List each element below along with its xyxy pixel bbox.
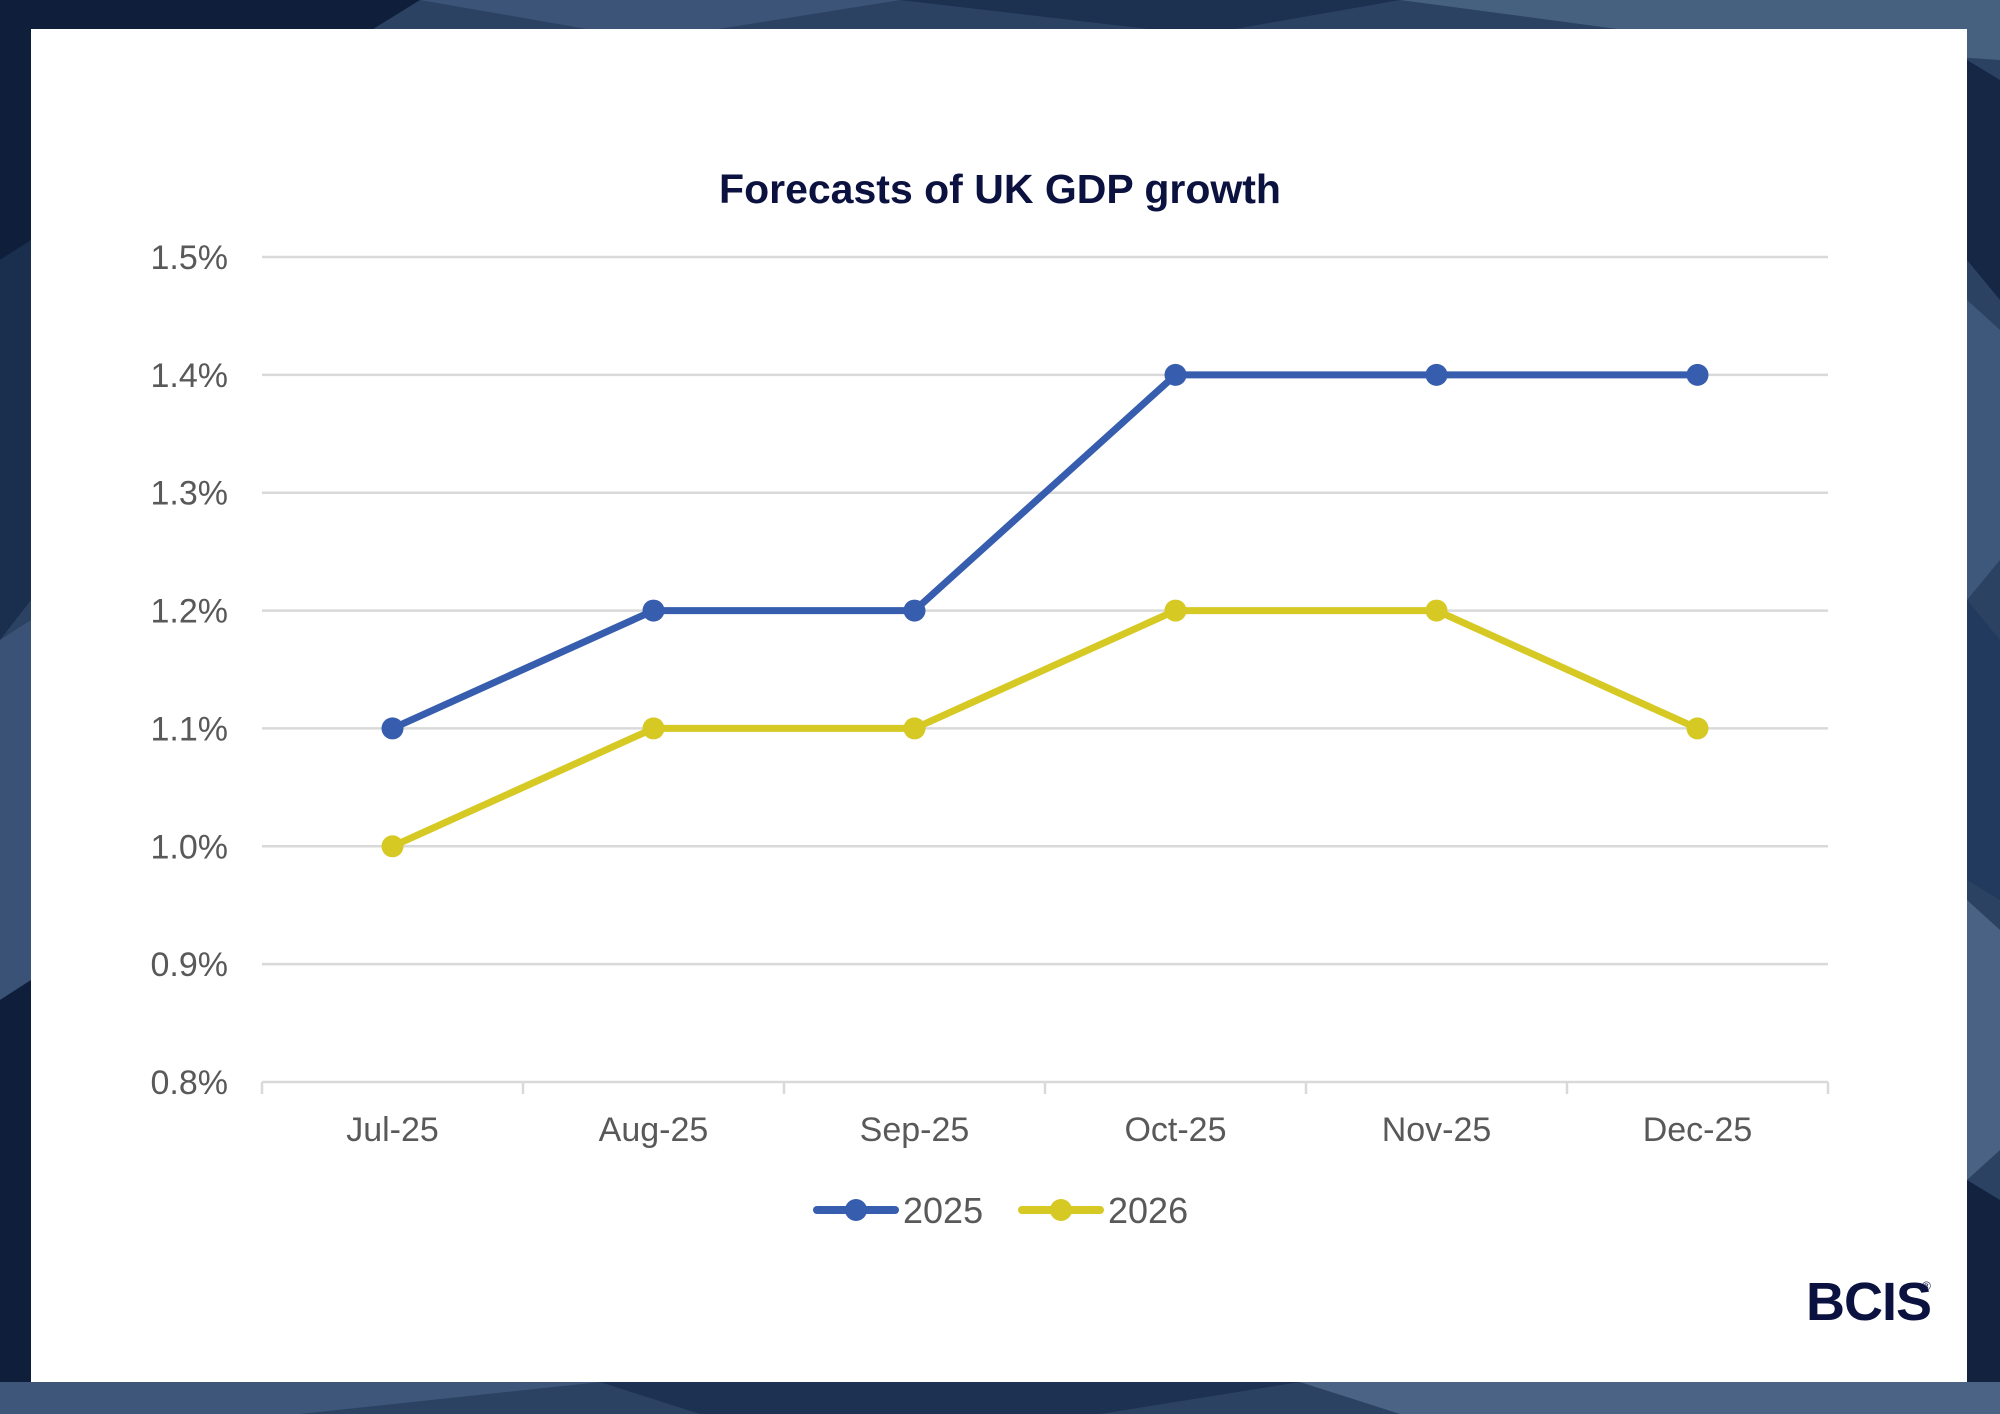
y-tick-label: 1.3% [151, 475, 229, 513]
x-tick-label: Sep-25 [860, 1111, 970, 1149]
data-point-2026-Oct-25 [1164, 599, 1187, 622]
y-tick-label: 0.9% [151, 946, 229, 984]
series-2026 [381, 599, 1709, 858]
y-tick-label: 1.4% [151, 357, 229, 395]
data-point-2025-Oct-25 [1164, 363, 1187, 386]
legend-label-2026: 2026 [1108, 1190, 1188, 1231]
legend: 2025 2026 [813, 1190, 1188, 1231]
data-point-2026-Jul-25 [381, 835, 404, 858]
chart-title: Forecasts of UK GDP growth [719, 166, 1281, 212]
legend-label-2025: 2025 [903, 1190, 983, 1231]
data-point-2025-Sep-25 [903, 599, 926, 622]
series-line-2025 [389, 371, 1701, 732]
x-tick-label: Oct-25 [1124, 1111, 1226, 1149]
x-tick-label: Jul-25 [346, 1111, 439, 1149]
x-axis [260, 1080, 1830, 1094]
data-point-2026-Nov-25 [1425, 599, 1448, 622]
x-axis-tick-labels: Jul-25 Aug-25 Sep-25 Oct-25 Nov-25 Dec-25 [346, 1111, 1752, 1149]
y-axis-tick-labels: 0.8% 0.9% 1.0% 1.1% 1.2% 1.3% 1.4% 1.5% [151, 239, 229, 1102]
legend-swatch-marker-2025 [845, 1199, 867, 1221]
x-tick-label: Dec-25 [1643, 1111, 1753, 1149]
data-point-2025-Dec-25 [1686, 363, 1709, 386]
x-tick-label: Nov-25 [1382, 1111, 1492, 1149]
y-tick-label: 1.0% [151, 828, 229, 866]
legend-swatch-marker-2026 [1050, 1199, 1072, 1221]
y-tick-label: 1.2% [151, 593, 229, 631]
registered-mark: ® [1922, 1279, 1931, 1293]
data-point-2025-Nov-25 [1425, 363, 1448, 386]
gridlines [262, 255, 1828, 966]
data-point-2026-Sep-25 [903, 717, 926, 740]
y-tick-label: 0.8% [151, 1064, 229, 1102]
logo-text: BCIS [1806, 1272, 1931, 1332]
legend-item-2026[interactable]: 2026 [1018, 1190, 1188, 1231]
legend-item-2025[interactable]: 2025 [813, 1190, 983, 1231]
series-line-2026 [389, 607, 1701, 850]
series-group [381, 363, 1709, 858]
data-point-2026-Dec-25 [1686, 717, 1709, 740]
bcis-logo: BCIS ® [1806, 1272, 1932, 1332]
y-tick-label: 1.5% [151, 239, 229, 277]
y-tick-label: 1.1% [151, 710, 229, 748]
data-point-2025-Aug-25 [642, 599, 665, 622]
data-point-2025-Jul-25 [381, 717, 404, 740]
series-2025 [381, 363, 1709, 740]
x-tick-label: Aug-25 [599, 1111, 709, 1149]
data-point-2026-Aug-25 [642, 717, 665, 740]
